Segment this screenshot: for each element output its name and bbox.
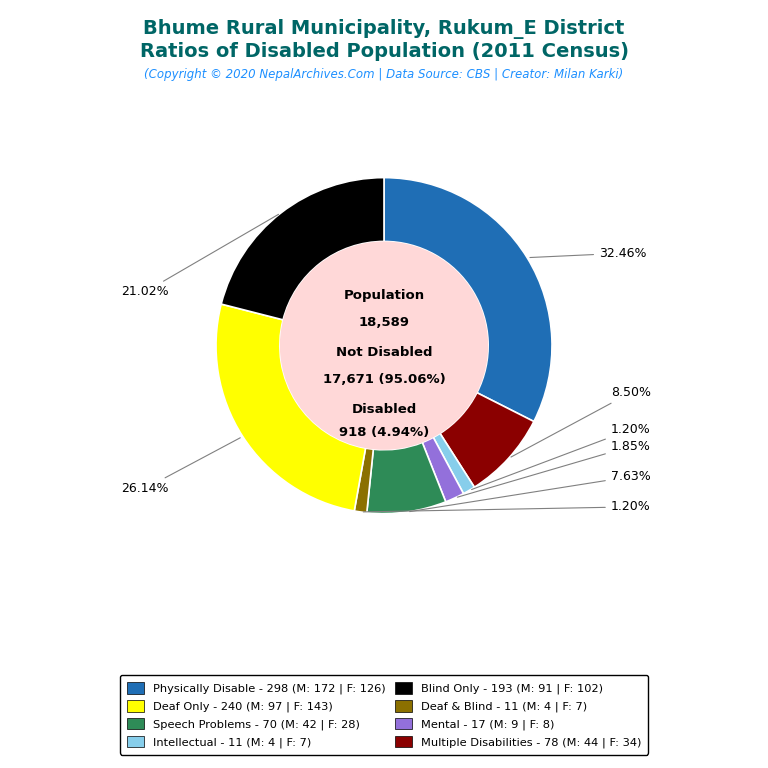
Circle shape [280,241,488,450]
Text: 18,589: 18,589 [359,316,409,329]
Text: 26.14%: 26.14% [121,438,240,495]
Text: Not Disabled: Not Disabled [336,346,432,359]
Wedge shape [433,433,475,494]
Wedge shape [384,177,552,422]
Text: 7.63%: 7.63% [409,470,650,511]
Text: Population: Population [343,289,425,302]
Text: 918 (4.94%): 918 (4.94%) [339,426,429,439]
Text: 1.20%: 1.20% [363,501,650,513]
Legend: Physically Disable - 298 (M: 172 | F: 126), Deaf Only - 240 (M: 97 | F: 143), Sp: Physically Disable - 298 (M: 172 | F: 12… [120,675,648,755]
Wedge shape [422,437,463,502]
Text: 17,671 (95.06%): 17,671 (95.06%) [323,372,445,386]
Text: 21.02%: 21.02% [121,214,279,298]
Wedge shape [367,442,445,514]
Text: Ratios of Disabled Population (2011 Census): Ratios of Disabled Population (2011 Cens… [140,42,628,61]
Wedge shape [221,177,384,319]
Wedge shape [354,448,373,513]
Text: Disabled: Disabled [352,403,416,416]
Text: (Copyright © 2020 NepalArchives.Com | Data Source: CBS | Creator: Milan Karki): (Copyright © 2020 NepalArchives.Com | Da… [144,68,624,81]
Text: 1.20%: 1.20% [472,423,650,489]
Text: 8.50%: 8.50% [511,386,650,457]
Wedge shape [216,304,366,511]
Text: 1.85%: 1.85% [458,440,650,497]
Text: Bhume Rural Municipality, Rukum_E District: Bhume Rural Municipality, Rukum_E Distri… [144,19,624,39]
Text: 32.46%: 32.46% [530,247,647,260]
Wedge shape [440,392,534,487]
